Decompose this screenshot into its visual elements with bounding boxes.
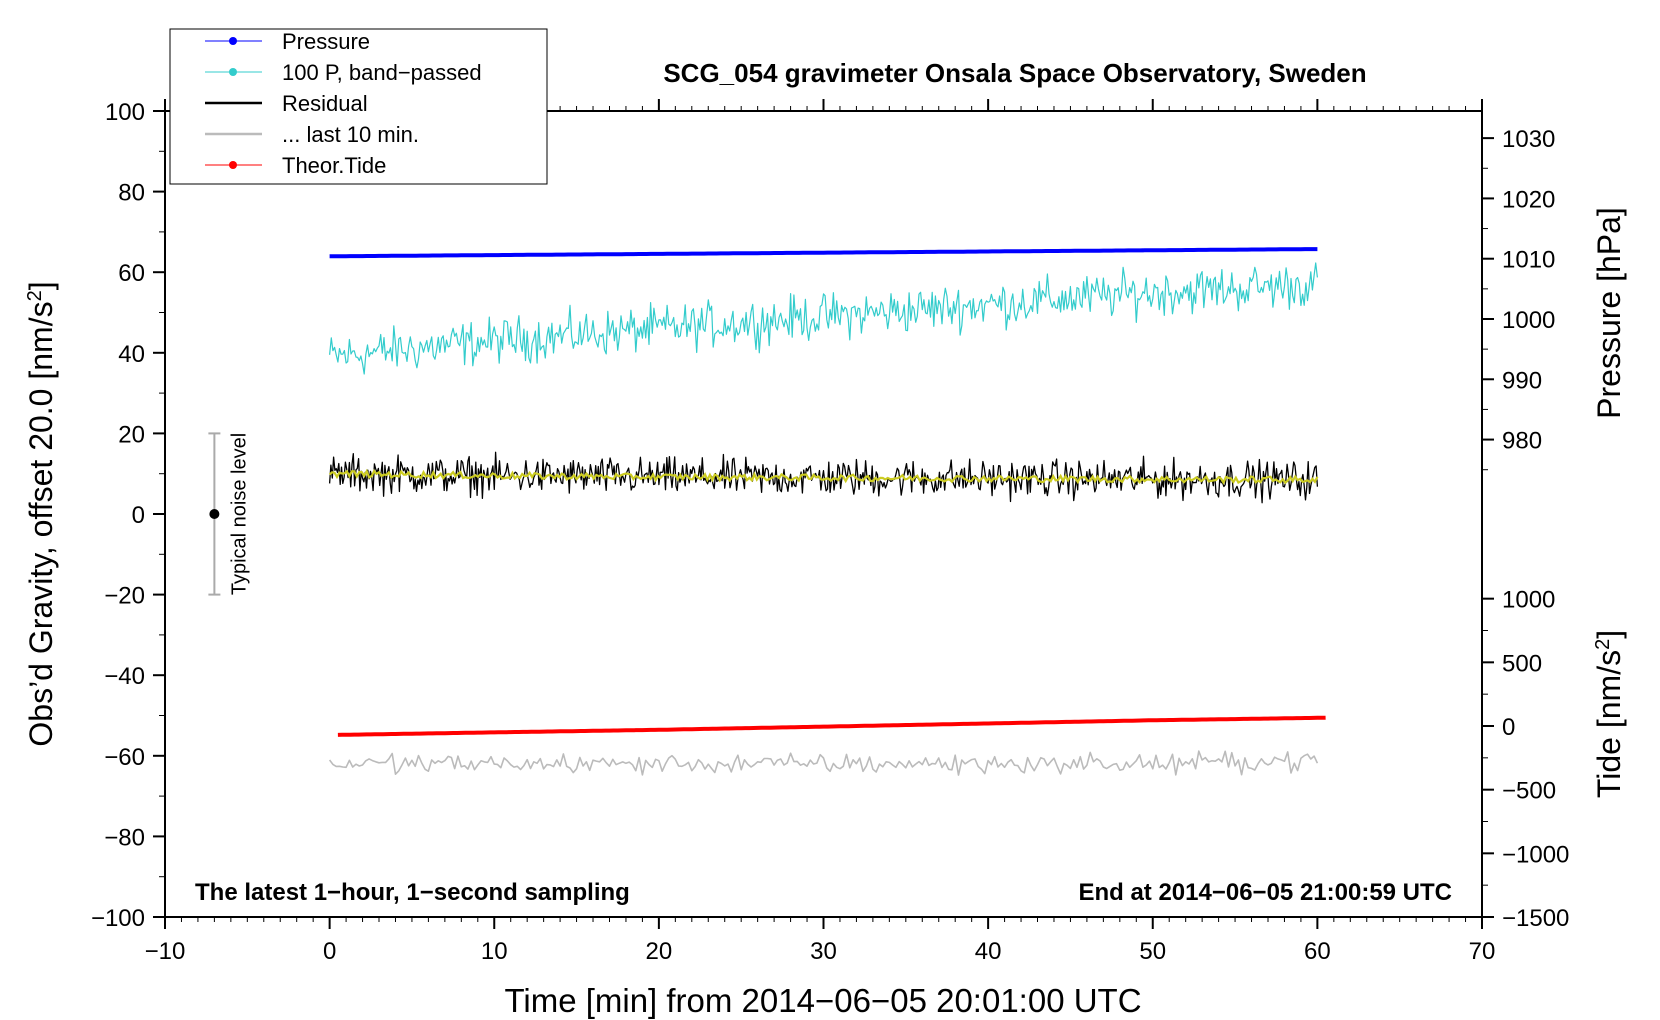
x-tick-label: 0 — [323, 938, 336, 965]
legend-marker — [229, 161, 237, 169]
series-line — [329, 262, 1318, 375]
residual-smoothed-line — [328, 468, 1319, 485]
x-tick-label: 70 — [1469, 938, 1496, 965]
legend-label: Theor.Tide — [282, 153, 386, 178]
tide-tick-label: −1000 — [1502, 841, 1569, 868]
x-tick-label: 10 — [481, 938, 508, 965]
y-tick-label: 100 — [105, 99, 145, 126]
y-tick-label: −100 — [91, 905, 145, 932]
x-tick-label: 40 — [975, 938, 1002, 965]
legend-box — [169, 28, 548, 185]
plot-data — [328, 247, 1326, 776]
pressure-tick-label: 980 — [1502, 428, 1542, 455]
tide-tick-label: −500 — [1502, 778, 1556, 805]
plot-frame — [164, 110, 1483, 918]
tide-tick-label: −1500 — [1502, 905, 1569, 932]
pressure-tick-label: 1020 — [1502, 186, 1555, 213]
tide-tick-label: 0 — [1502, 714, 1515, 741]
y-tick-label: 80 — [118, 180, 145, 207]
series-line — [337, 715, 1326, 737]
pressure-tick-label: 1000 — [1502, 307, 1555, 334]
tide-tick-label: 1000 — [1502, 587, 1555, 614]
y-tick-label: 0 — [132, 502, 145, 529]
pressure-tick-label: 990 — [1502, 367, 1542, 394]
y-tick-label: −80 — [104, 824, 145, 851]
annotation-end-time: End at 2014−06−05 21:00:59 UTC — [1078, 879, 1452, 906]
y-axis-label-tide: Tide [nm/s2] — [1591, 630, 1627, 798]
legend-label: Pressure — [282, 29, 370, 54]
noise-level-indicator: Typical noise level — [208, 432, 250, 596]
x-tick-label: 50 — [1139, 938, 1166, 965]
noise-bar-label: Typical noise level — [228, 433, 250, 595]
x-tick-label: 60 — [1304, 938, 1331, 965]
noise-bar-dot — [209, 509, 220, 519]
legend-marker — [229, 68, 237, 76]
y-tick-label: 60 — [118, 260, 145, 287]
series-line — [329, 247, 1318, 259]
y-axis-label-gravity: Obs’d Gravity, offset 20.0 [nm/s2] — [23, 281, 59, 746]
x-tick-label: −10 — [145, 938, 186, 965]
y-tick-label: −40 — [104, 663, 145, 690]
annotation-sampling: The latest 1−hour, 1−second sampling — [195, 879, 630, 906]
y-tick-label: −20 — [104, 583, 145, 610]
pressure-tick-label: 1030 — [1502, 126, 1555, 153]
legend-label: 100 P, band−passed — [282, 60, 482, 85]
series-line — [328, 451, 1319, 504]
legend: Pressure 100 P, band−passed Residual ... la… — [169, 28, 548, 185]
series-line — [328, 750, 1319, 776]
legend-label: ... last 10 min. — [282, 122, 419, 147]
y-tick-label: 40 — [118, 341, 145, 368]
x-tick-label: 20 — [646, 938, 673, 965]
y-tick-label: −60 — [104, 744, 145, 771]
legend-label: Residual — [282, 91, 368, 116]
legend-marker — [229, 37, 237, 45]
y-tick-label: 20 — [118, 421, 145, 448]
x-tick-label: 30 — [810, 938, 837, 965]
pressure-tick-label: 1010 — [1502, 247, 1555, 274]
tide-tick-label: 500 — [1502, 650, 1542, 677]
x-axis-label: Time [min] from 2014−06−05 20:01:00 UTC — [504, 982, 1141, 1019]
chart-title: SCG_054 gravimeter Onsala Space Observat… — [663, 58, 1366, 88]
y-axis-label-pressure: Pressure [hPa] — [1591, 207, 1627, 419]
axis-ticks: −10 0 10 20 30 40 50 60 70100806040200−20−40−60−… — [91, 99, 1569, 965]
